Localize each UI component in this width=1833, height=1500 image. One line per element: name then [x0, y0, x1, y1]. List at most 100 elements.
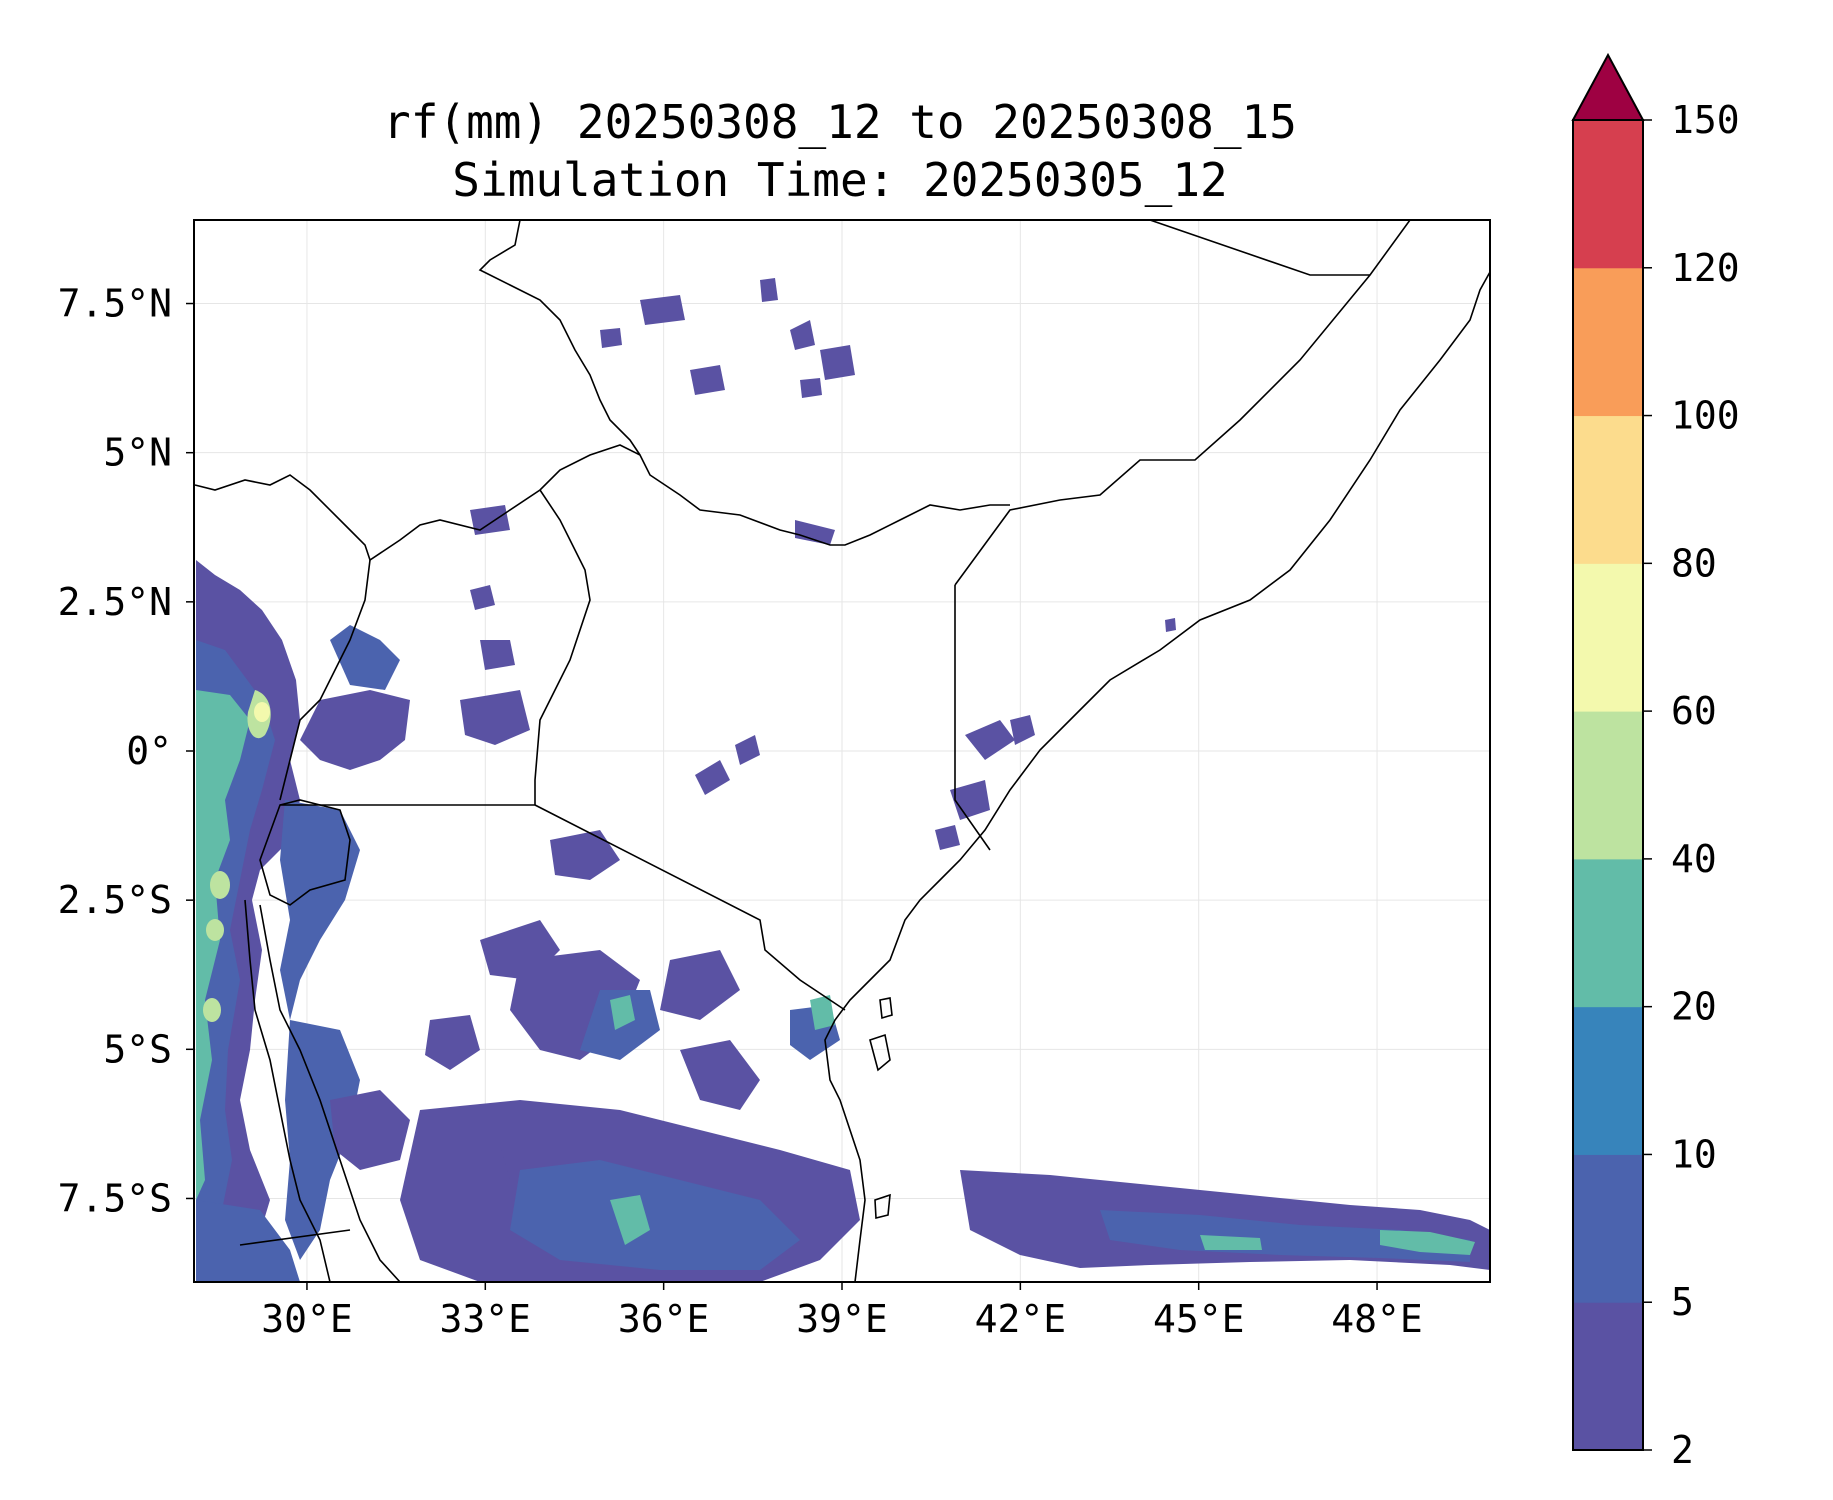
rain-patch-west-green-2	[210, 871, 230, 899]
colorbar-tick-label: 2	[1671, 1428, 1694, 1472]
rain-patch-rwanda	[300, 690, 410, 770]
rain-patch-ocean-belt-teal	[1380, 1230, 1475, 1255]
colorbar-segment	[1573, 415, 1643, 564]
colorbar-extend-arrow	[1571, 52, 1645, 121]
rain-patch-tz-west-scatter	[425, 1015, 480, 1070]
rain-patch-tz-north	[480, 920, 560, 980]
rain-patch-ke-central-1	[695, 760, 730, 795]
colorbar-tick-label: 120	[1671, 246, 1740, 290]
rain-patch-ke-elgon	[470, 585, 495, 610]
x-tick-label: 39°E	[796, 1297, 888, 1341]
x-tick-label: 42°E	[975, 1297, 1067, 1341]
rain-peak-west-1	[254, 702, 270, 722]
rain-patch-tz-south-core	[510, 1160, 800, 1270]
rain-patch-lake-tanganyika	[285, 1020, 360, 1260]
colorbar: 2 5 10 20 40 60 80 100 120 150	[1571, 52, 1740, 1472]
x-tick-label: 30°E	[261, 1297, 353, 1341]
rain-patch-tz-arusha	[660, 950, 740, 1020]
rain-patch-ss-4	[795, 520, 835, 545]
border-ss-north	[478, 220, 641, 456]
colorbar-tick-label: 20	[1671, 985, 1717, 1029]
rain-patch-tz-mid	[680, 1040, 760, 1110]
y-tick-label: 7.5°N	[58, 282, 172, 326]
border-lake-western	[244, 899, 331, 1282]
rainfall-field	[196, 278, 1490, 1282]
rain-patch-ke-se-4	[935, 825, 960, 850]
colorbar-segment	[1573, 858, 1643, 1008]
coast-zanzibar	[869, 1033, 891, 1072]
border-ug-ke	[534, 489, 591, 805]
rain-patch-tz-east-teal	[610, 995, 635, 1030]
border-ke-so	[954, 585, 991, 851]
rain-patch-et-4	[690, 365, 725, 395]
y-tick-label: 0°	[126, 729, 172, 773]
colorbar-tick-label: 5	[1671, 1280, 1694, 1324]
rain-patch-tz-kili	[810, 995, 835, 1030]
x-tick-label: 33°E	[440, 1297, 532, 1341]
y-tick-label: 5°N	[103, 431, 172, 475]
colorbar-tick-label: 40	[1671, 837, 1717, 881]
rain-patch-uganda-sw	[330, 625, 400, 690]
border-ss-et	[194, 444, 1010, 562]
rain-patch-et-2	[820, 345, 855, 380]
colorbar-tick-label: 80	[1671, 541, 1717, 585]
border-et-so-2	[1149, 220, 1370, 276]
y-tick-label: 2.5°S	[58, 878, 172, 922]
coastline-somalia	[824, 271, 1490, 1282]
colorbar-tick-label: 150	[1671, 98, 1740, 142]
x-axis-ticks: 30°E 33°E 36°E 39°E 42°E 45°E 48°E	[261, 1282, 1423, 1341]
rain-patch-tz-south-teal	[610, 1195, 650, 1245]
rain-patch-burundi	[280, 800, 360, 1020]
border-et-so-1	[954, 220, 1411, 586]
border-sw-horizontal	[239, 1229, 351, 1246]
colorbar-segment	[1573, 563, 1643, 712]
border-rwanda	[259, 799, 351, 906]
colorbar-frame	[1572, 119, 1644, 1451]
rain-patch-ss-1	[640, 295, 685, 325]
coast-pemba	[879, 997, 893, 1020]
colorbar-segment	[1573, 711, 1643, 860]
rain-patch-et-1	[790, 320, 815, 350]
x-tick-label: 45°E	[1153, 1297, 1245, 1341]
rain-patch-tz-nw	[550, 830, 620, 880]
colorbar-segment	[1573, 1154, 1643, 1303]
map-title: rf(mm) 20250308_12 to 20250308_15	[383, 95, 1297, 149]
rain-patch-tz-southwest	[460, 1145, 510, 1190]
colorbar-segment	[1573, 1302, 1643, 1451]
rain-patch-ke-west	[460, 690, 530, 745]
border-tanganyika	[259, 904, 401, 1282]
rain-patch-ss-2	[600, 328, 622, 348]
y-tick-label: 2.5°N	[58, 580, 172, 624]
colorbar-segment	[1573, 1006, 1643, 1155]
rain-patch-ocean-belt-mid	[1100, 1210, 1470, 1262]
country-borders	[194, 220, 1490, 1282]
rain-patch-ke-central-2	[735, 735, 760, 765]
rain-patch-et-3	[800, 378, 822, 398]
rain-patch-west-teal	[196, 690, 250, 1200]
rain-patch-sw-extra	[330, 1090, 410, 1170]
map-subtitle: Simulation Time: 20250305_12	[452, 153, 1228, 207]
y-tick-label: 7.5°S	[58, 1176, 172, 1220]
colorbar-tick-label: 60	[1671, 689, 1717, 733]
x-tick-label: 48°E	[1331, 1297, 1423, 1341]
border-ke-tz	[534, 804, 846, 1011]
rain-patch-ke-se-1	[965, 720, 1015, 760]
rain-patch-west-green-3	[206, 919, 224, 941]
x-tick-label: 36°E	[618, 1297, 710, 1341]
rain-patch-ke-se-2	[1010, 715, 1035, 745]
rain-patch-ke-lake	[480, 640, 515, 670]
rain-patch-west-green-4	[203, 998, 221, 1022]
coast-mafia	[874, 1193, 891, 1220]
colorbar-tick-label: 100	[1671, 394, 1740, 438]
colorbar-segment	[1573, 267, 1643, 417]
rain-patch-ke-se-3	[950, 780, 990, 820]
rain-patch-et-5	[760, 278, 778, 302]
colorbar-segment	[1573, 120, 1643, 269]
rain-patch-ss-3	[470, 505, 510, 535]
colorbar-tick-label: 10	[1671, 1132, 1717, 1176]
border-ug-drc	[279, 559, 371, 801]
rain-patch-ocean-belt-teal-2	[1200, 1235, 1262, 1250]
y-axis-ticks: 7.5°N 5°N 2.5°N 0° 2.5°S 5°S 7.5°S	[58, 282, 194, 1220]
